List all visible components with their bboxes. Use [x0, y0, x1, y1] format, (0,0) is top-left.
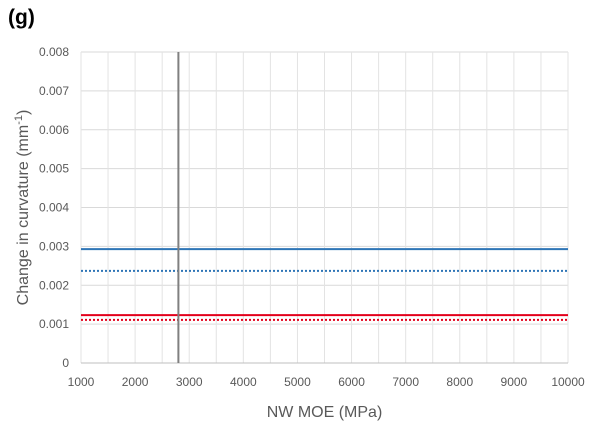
series-lines: [81, 248, 568, 321]
x-tick-label: 5000: [284, 375, 311, 389]
y-tick-label: 0: [62, 356, 69, 370]
y-tick-label: 0.004: [39, 201, 69, 215]
x-tick-label: 1000: [68, 375, 95, 389]
x-tick-labels: 1000 2000 3000 4000 5000 6000 7000 8000 9000 1000…: [68, 375, 585, 389]
x-tick-label: 9000: [501, 375, 528, 389]
x-tick-label: 8000: [446, 375, 473, 389]
y-tick-label: 0.005: [39, 162, 69, 176]
y-tick-label: 0.001: [39, 317, 69, 331]
x-tick-label: 4000: [230, 375, 257, 389]
y-tick-label: 0.008: [39, 45, 69, 59]
x-tick-label: 2000: [122, 375, 149, 389]
y-tick-labels: 0 0.001 0.002 0.003 0.004 0.005 0.006 0.007 0.00…: [39, 45, 69, 370]
y-tick-label: 0.002: [39, 278, 69, 292]
x-tick-label: 10000: [551, 375, 585, 389]
x-tick-label: 7000: [392, 375, 419, 389]
panel-label: (g): [8, 6, 35, 29]
y-tick-label: 0.007: [39, 84, 69, 98]
y-tick-label: 0.003: [39, 239, 69, 253]
y-axis-title: Change in curvature (mm-1): [13, 110, 32, 306]
x-axis-title: NW MOE (MPa): [267, 404, 383, 421]
gridlines: [80, 51, 569, 364]
y-tick-label: 0.006: [39, 123, 69, 137]
x-tick-label: 3000: [176, 375, 203, 389]
x-tick-label: 6000: [338, 375, 365, 389]
